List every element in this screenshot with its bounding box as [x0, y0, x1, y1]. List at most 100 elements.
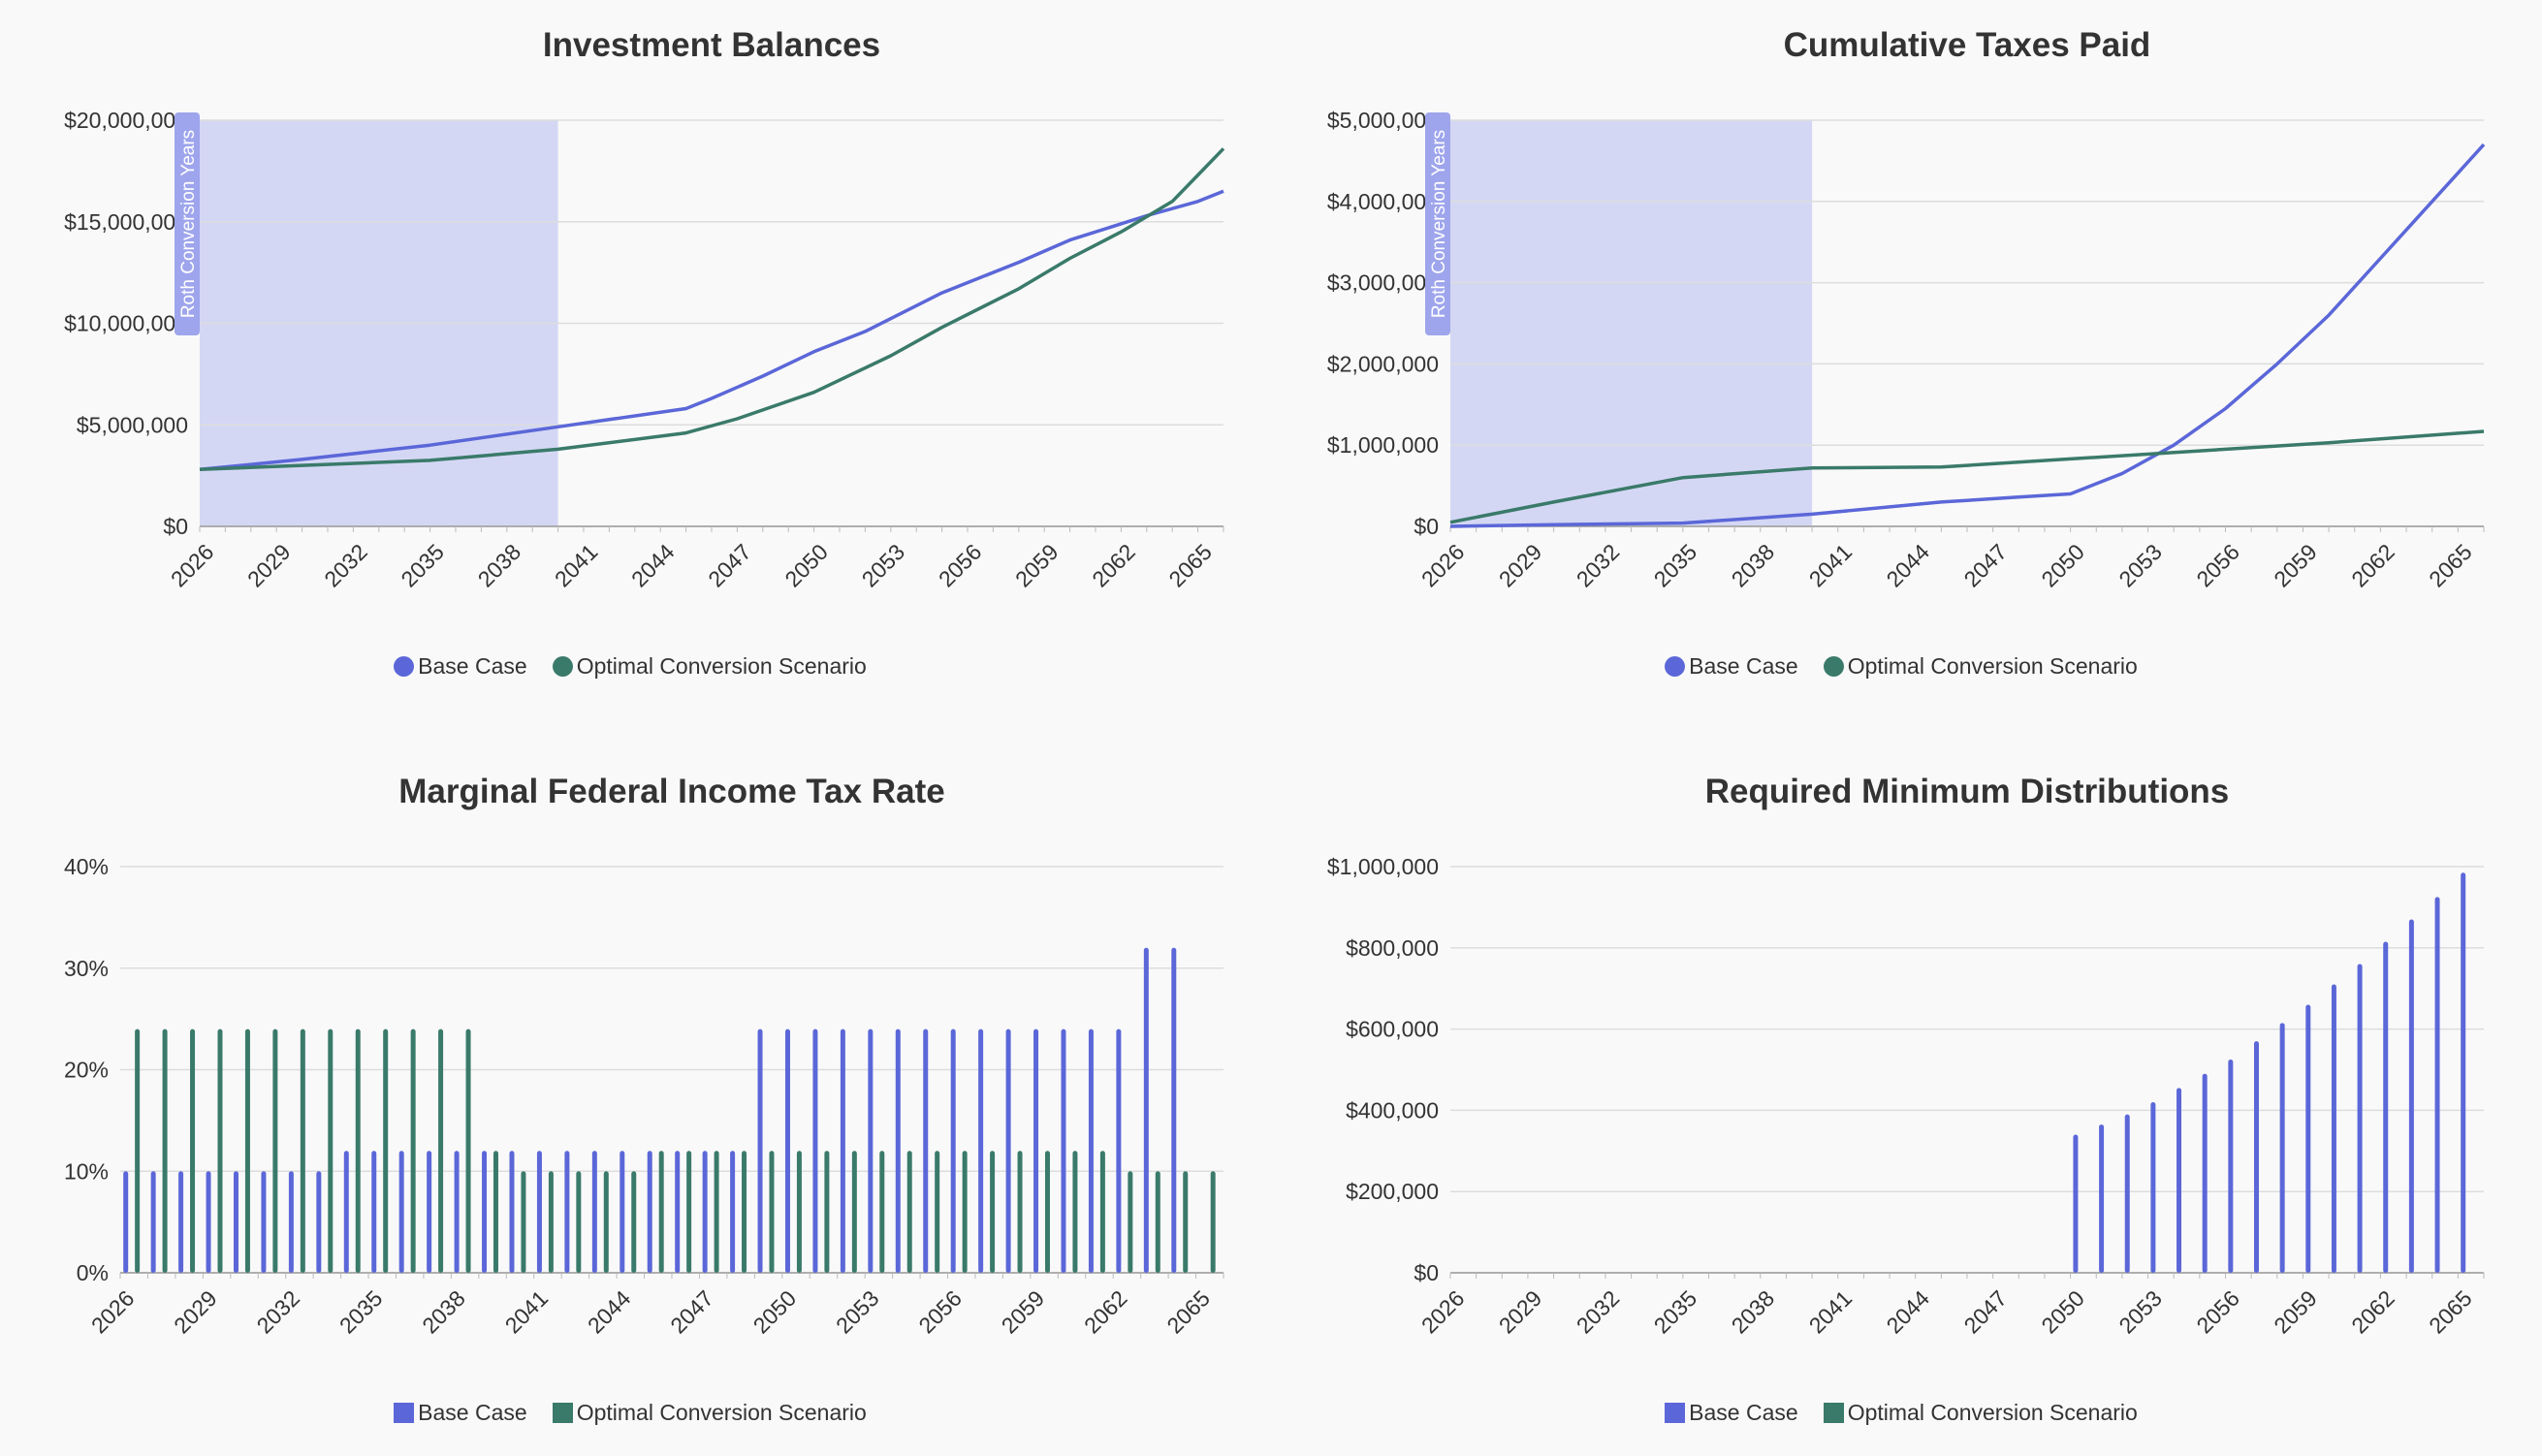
x-tick-label: 2059: [2269, 1285, 2322, 1339]
bar-base: [233, 1171, 238, 1273]
x-tick-label: 2062: [1079, 1285, 1132, 1339]
legend-item-optimal[interactable]: Optimal Conversion Scenario: [1823, 653, 2138, 680]
x-tick-label: 2062: [1087, 539, 1140, 592]
x-tick-label: 2065: [1161, 1285, 1215, 1339]
y-tick-label: $0: [1414, 1260, 1439, 1285]
x-tick-label: 2059: [2269, 539, 2322, 592]
bar-base: [1033, 1029, 1039, 1273]
x-tick-label: 2029: [1494, 539, 1547, 592]
legend-item-base[interactable]: Base Case: [394, 653, 527, 680]
legend-label-optimal: Optimal Conversion Scenario: [1847, 1400, 2138, 1425]
chart-panel-marginal-rate: Marginal Federal Income Tax Rate 0% 10% 20%…: [0, 746, 1260, 1456]
bar-base: [2228, 1060, 2234, 1273]
y-tick-label: $400,000: [1346, 1097, 1439, 1123]
chart-panel-investment-balances: Investment Balances $0 $5,000,000 $10,000,0…: [0, 0, 1260, 717]
x-tick-label: 2032: [1572, 539, 1625, 592]
x-tick-label: 2065: [1163, 539, 1217, 592]
y-tick-label: $5,000,000: [77, 412, 188, 437]
legend: Base Case Optimal Conversion Scenario: [1260, 653, 2542, 680]
bar-optimal: [714, 1151, 719, 1273]
legend: Base Case Optimal Conversion Scenario: [0, 653, 1260, 680]
legend-item-base[interactable]: Base Case: [1665, 1400, 1798, 1426]
x-tick-label: 2038: [1727, 539, 1780, 592]
bar-optimal: [135, 1029, 141, 1273]
band-label: Roth Conversion Years: [1429, 130, 1449, 318]
x-tick-label: 2050: [779, 539, 833, 592]
x-tick-label: 2056: [2191, 1285, 2244, 1339]
bar-optimal: [851, 1151, 857, 1273]
legend-swatch-optimal: [552, 656, 573, 677]
bar-optimal: [1099, 1151, 1105, 1273]
bar-base: [784, 1029, 790, 1273]
legend-item-optimal[interactable]: Optimal Conversion Scenario: [552, 653, 867, 680]
x-tick-label: 2026: [1416, 1285, 1470, 1339]
bar-base: [1171, 947, 1177, 1273]
y-tick-label: 30%: [64, 956, 109, 981]
bar-base: [123, 1171, 129, 1273]
legend-item-optimal[interactable]: Optimal Conversion Scenario: [1823, 1400, 2138, 1426]
bar-optimal: [686, 1151, 692, 1273]
bar-optimal: [603, 1171, 609, 1273]
bar-base: [316, 1171, 322, 1273]
bar-optimal: [576, 1171, 582, 1273]
x-tick-label: 2053: [831, 1285, 884, 1339]
legend-label-optimal: Optimal Conversion Scenario: [1847, 653, 2138, 679]
bar-optimal: [742, 1151, 747, 1273]
bar-base: [1061, 1029, 1066, 1273]
x-tick-label: 2035: [1649, 539, 1702, 592]
y-tick-label: 40%: [64, 854, 109, 879]
bar-base: [923, 1029, 929, 1273]
x-tick-label: 2053: [2113, 539, 2167, 592]
bar-base: [1088, 1029, 1094, 1273]
x-tick-label: 2047: [1958, 1285, 2012, 1339]
x-tick-label: 2035: [396, 539, 449, 592]
bar-base: [868, 1029, 874, 1273]
bar-optimal: [631, 1171, 637, 1273]
legend-swatch-base: [394, 656, 415, 677]
legend-item-base[interactable]: Base Case: [1665, 653, 1798, 680]
y-tick-label: $15,000,000: [64, 209, 188, 235]
bar-optimal: [548, 1171, 554, 1273]
bar-optimal: [521, 1171, 526, 1273]
y-tick-label: $0: [163, 514, 188, 539]
chart-panel-cumulative-taxes: Cumulative Taxes Paid $0 $1,000,000 $2,000,…: [1260, 0, 2542, 717]
band-label: Roth Conversion Years: [178, 130, 199, 318]
bar-base: [564, 1151, 570, 1273]
legend-item-base[interactable]: Base Case: [394, 1400, 527, 1426]
x-tick-label: 2047: [703, 539, 756, 592]
bar-optimal: [796, 1151, 802, 1273]
y-tick-label: $5,000,000: [1327, 108, 1439, 133]
bar-base: [647, 1151, 652, 1273]
legend-swatch-optimal: [1823, 656, 1844, 677]
x-tick-label: 2053: [857, 539, 910, 592]
band-label-box: [1425, 112, 1450, 335]
bar-base: [482, 1151, 488, 1273]
x-tick-label: 2035: [1649, 1285, 1702, 1339]
bar-optimal: [658, 1151, 664, 1273]
y-tick-label: 20%: [64, 1058, 109, 1083]
bar-optimal: [410, 1029, 416, 1273]
y-tick-label: $1,000,000: [1327, 432, 1439, 458]
x-tick-label: 2059: [1010, 539, 1064, 592]
x-tick-label: 2044: [583, 1285, 636, 1339]
chart-title: Marginal Federal Income Tax Rate: [398, 773, 944, 810]
bar-base: [2253, 1041, 2259, 1273]
chart-panel-rmd: Required Minimum Distributions $0 $200,000…: [1260, 746, 2542, 1456]
bar-base: [730, 1151, 736, 1273]
bar-optimal: [990, 1151, 996, 1273]
x-tick-label: 2041: [1804, 1285, 1858, 1339]
bar-optimal: [1072, 1151, 1078, 1273]
legend-item-optimal[interactable]: Optimal Conversion Scenario: [552, 1400, 867, 1426]
bar-base: [2177, 1088, 2182, 1273]
chart-investment-balances: Investment Balances $0 $5,000,000 $10,000,0…: [64, 26, 1225, 592]
bar-optimal: [1128, 1171, 1133, 1273]
bar-base: [2434, 897, 2440, 1273]
bar-base: [950, 1029, 956, 1273]
x-tick-label: 2056: [2191, 539, 2244, 592]
bar-base: [591, 1151, 597, 1273]
x-tick-label: 2029: [1494, 1285, 1547, 1339]
bar-base: [2202, 1073, 2208, 1273]
chart-title: Cumulative Taxes Paid: [1784, 26, 2151, 64]
bar-optimal: [328, 1029, 334, 1273]
x-tick-label: 2056: [913, 1285, 967, 1339]
